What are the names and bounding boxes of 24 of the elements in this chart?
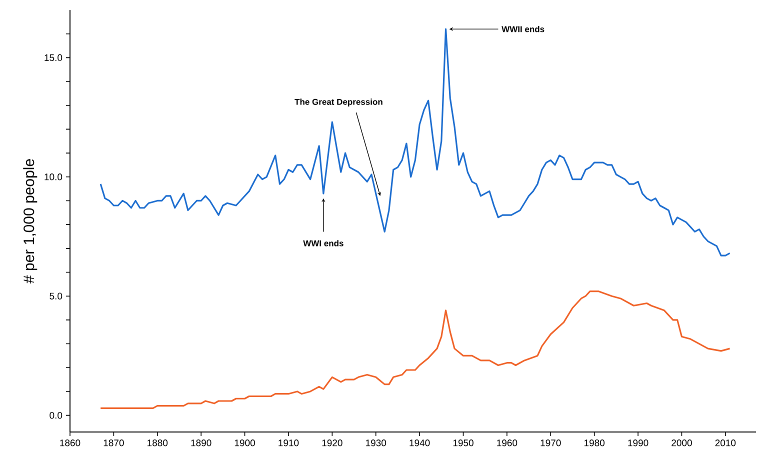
x-tick-label: 2000 [672, 440, 692, 446]
x-tick-label: 2010 [715, 440, 736, 446]
x-tick-label: 1910 [278, 440, 299, 446]
y-tick-label: 5.0 [50, 292, 62, 300]
y-tick-label: 15.0 [44, 54, 62, 62]
x-tick-label: 1970 [540, 440, 561, 446]
x-tick-label: 1990 [628, 440, 648, 446]
x-tick-label: 1880 [148, 440, 168, 446]
x-tick-label: 1980 [584, 440, 605, 446]
x-tick-label: 1940 [410, 440, 430, 446]
x-tick-label: 1900 [234, 440, 255, 446]
x-tick-label: 1890 [191, 440, 212, 446]
x-tick-label: 1950 [453, 440, 474, 446]
y-tick-label: 0.0 [50, 412, 62, 419]
x-tick-label: 1960 [497, 440, 518, 446]
x-tick-label: 1870 [104, 440, 124, 446]
x-tick-label: 1860 [60, 440, 80, 446]
annotation: WWI ends [303, 240, 344, 246]
x-tick-label: 1920 [322, 440, 342, 446]
annotation: WWII ends [502, 26, 544, 32]
x-tick-label: 1930 [366, 440, 386, 446]
y-tick-label: 10.0 [44, 174, 62, 180]
y-axis-title: # per 1,000 people [23, 159, 38, 284]
annotation: The Great Depression [294, 98, 382, 107]
